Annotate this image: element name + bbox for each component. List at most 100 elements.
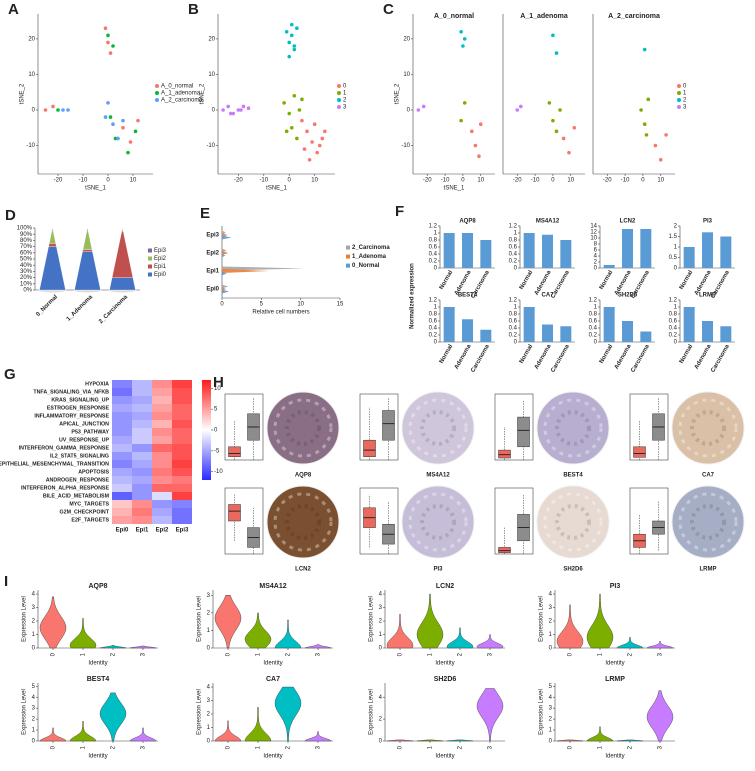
heat-cell: [132, 476, 152, 484]
point: [111, 122, 115, 127]
y-tick-label: 0: [32, 108, 36, 114]
y-tick-label: Epi2: [206, 251, 219, 257]
point: [113, 136, 118, 141]
y-tick-label: 0.4: [429, 326, 438, 332]
y-tick-label: 3: [549, 706, 553, 712]
y-axis-label: Expression Level: [22, 596, 28, 642]
violin: [586, 726, 614, 742]
y-axis-label: Expression Level: [22, 689, 28, 735]
spike: [222, 266, 305, 271]
x-tick-label: 1: [428, 652, 434, 656]
bar: [443, 233, 455, 268]
violin: [274, 686, 302, 742]
point: [106, 33, 110, 38]
y-tick-label: 1: [674, 305, 678, 311]
cone-segment: [121, 229, 124, 232]
box: [498, 449, 511, 459]
heat-cell: [112, 508, 132, 516]
y-tick-label: 0: [207, 739, 211, 745]
bar: [720, 326, 732, 342]
gene-label: LRMP: [700, 567, 717, 573]
box: [363, 439, 376, 457]
bar: [640, 229, 652, 268]
violin: [646, 641, 674, 649]
heat-cell: [172, 468, 192, 476]
y-tick-label: 0: [594, 340, 598, 346]
legend-marker: [337, 84, 341, 88]
spike: [222, 284, 229, 289]
x-tick-label: 2: [286, 745, 292, 749]
x-tick-label: 3: [141, 745, 147, 749]
y-tick-label: -10: [26, 143, 35, 149]
violin: [304, 731, 332, 742]
point: [561, 136, 566, 141]
plot-frame: [224, 393, 264, 461]
legend-label: 2_Carcinoma: [352, 245, 390, 251]
y-tick-label: 3: [207, 698, 211, 704]
point: [289, 125, 294, 130]
y-tick-label: 0.2: [669, 333, 678, 339]
spike: [222, 269, 270, 273]
point: [477, 154, 481, 159]
y-axis-label: Expression Level: [539, 596, 545, 642]
bar: [523, 307, 535, 342]
heat-cell: [132, 444, 152, 452]
x-tick-label: 2: [286, 652, 292, 656]
x-tick-label: -10: [79, 178, 88, 184]
y-tick-label: 0: [379, 646, 383, 652]
violin: [69, 721, 97, 742]
violin: [129, 727, 157, 742]
panel-title: LCN2: [620, 219, 636, 225]
y-tick-label: 3: [549, 605, 553, 611]
y-tick-label: 0: [212, 108, 216, 114]
y-tick-label: 0.8: [589, 312, 598, 318]
y-tick-label: 1.2: [509, 298, 518, 304]
panel-title: PI3: [610, 583, 621, 590]
legend-marker: [677, 84, 681, 88]
heat-cell: [132, 508, 152, 516]
panel-label: E: [200, 205, 210, 222]
row-label: EPITHELIAL_MESENCHYMAL_TRANSITION: [0, 461, 109, 467]
panel-label: F: [395, 203, 404, 220]
row-label: APOPTOSIS: [78, 469, 109, 475]
legend-marker: [346, 245, 350, 250]
point: [121, 118, 125, 123]
legend-marker: [677, 98, 681, 102]
heat-cell: [132, 468, 152, 476]
row-label: INTERFERON_ALPHA_RESPONSE: [21, 485, 109, 491]
x-tick-label: 0: [226, 745, 232, 749]
y-tick-label: 10%: [20, 281, 33, 287]
y-tick-label: 1.2: [429, 224, 438, 230]
y-tick-label: 2: [549, 619, 553, 625]
column-label: Epi2: [156, 528, 169, 534]
tissue-image: [671, 391, 745, 465]
tissue-image: [401, 391, 475, 465]
y-tick-label: 1: [207, 628, 211, 634]
point: [289, 33, 294, 38]
legend-label: 1: [343, 91, 347, 97]
x-tick-label: 1: [81, 745, 87, 749]
legend-marker: [148, 264, 152, 269]
y-tick-label: 2: [207, 712, 211, 718]
y-tick-label: 0.4: [509, 326, 518, 332]
heat-cell: [152, 420, 172, 428]
violin: [416, 593, 444, 649]
x-tick-label: 1: [256, 652, 262, 656]
point: [136, 118, 140, 123]
violin: [616, 637, 644, 649]
y-tick-label: Epi0: [206, 287, 219, 293]
point: [287, 40, 292, 45]
point: [519, 104, 523, 109]
bar: [683, 307, 695, 342]
x-tick-label: 0: [398, 745, 404, 749]
point: [284, 29, 289, 34]
heat-cell: [112, 468, 132, 476]
panel-title: LCN2: [436, 583, 454, 590]
y-tick-label: 1: [594, 305, 598, 311]
bar: [542, 324, 553, 342]
x-axis-label: Identity: [605, 661, 624, 667]
bar: [683, 247, 695, 268]
violin: [386, 739, 414, 742]
point: [126, 150, 130, 155]
x-tick-label: 2: [458, 745, 464, 749]
